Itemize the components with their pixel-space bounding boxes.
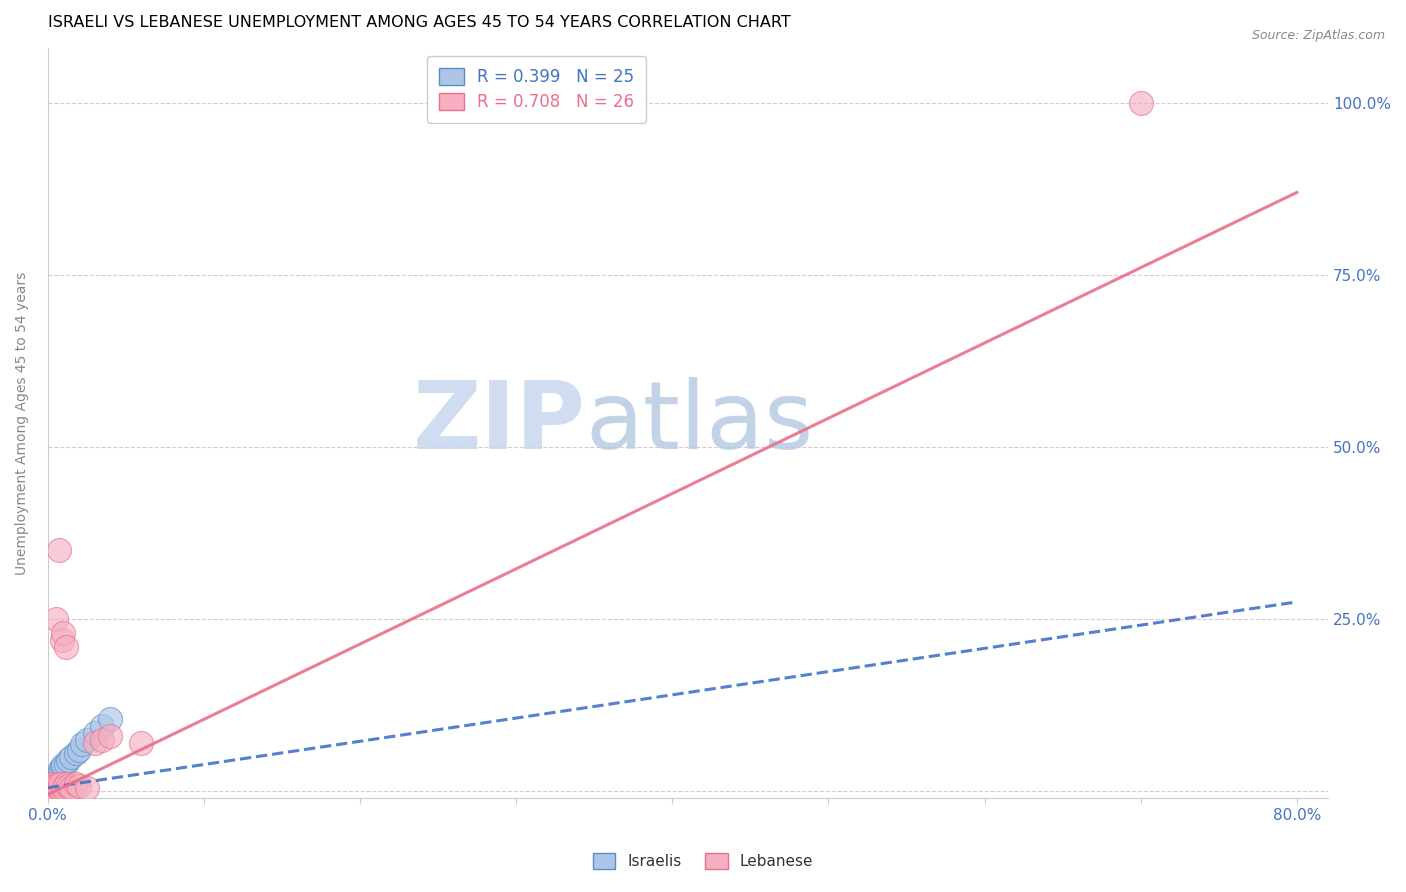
Point xyxy=(49,777,72,791)
Point xyxy=(49,762,72,776)
Point xyxy=(48,767,70,781)
Point xyxy=(65,777,87,791)
Point xyxy=(42,782,65,797)
Point xyxy=(70,738,93,752)
Point xyxy=(83,736,105,750)
Point xyxy=(51,632,73,647)
Point xyxy=(60,780,83,795)
Point xyxy=(56,779,79,793)
Point xyxy=(52,626,75,640)
Point xyxy=(76,780,98,795)
Point xyxy=(65,747,87,761)
Point xyxy=(83,725,105,739)
Text: ISRAELI VS LEBANESE UNEMPLOYMENT AMONG AGES 45 TO 54 YEARS CORRELATION CHART: ISRAELI VS LEBANESE UNEMPLOYMENT AMONG A… xyxy=(48,15,790,30)
Text: atlas: atlas xyxy=(585,377,814,469)
Text: ZIP: ZIP xyxy=(412,377,585,469)
Point xyxy=(51,760,73,774)
Point xyxy=(55,777,77,791)
Point xyxy=(41,782,63,797)
Legend: R = 0.399   N = 25, R = 0.708   N = 26: R = 0.399 N = 25, R = 0.708 N = 26 xyxy=(427,56,647,122)
Point xyxy=(67,743,90,757)
Point xyxy=(56,753,79,767)
Point xyxy=(91,732,114,747)
Point xyxy=(45,773,67,788)
Point xyxy=(39,780,62,795)
Point xyxy=(38,782,60,797)
Point xyxy=(91,719,114,733)
Point xyxy=(41,777,63,791)
Point xyxy=(41,777,63,791)
Point xyxy=(1129,95,1152,110)
Point xyxy=(55,640,77,654)
Point xyxy=(98,712,121,726)
Point xyxy=(45,776,67,790)
Legend: Israelis, Lebanese: Israelis, Lebanese xyxy=(586,847,820,875)
Point xyxy=(46,771,69,785)
Point xyxy=(39,780,62,795)
Point xyxy=(52,780,75,795)
Point xyxy=(45,612,67,626)
Point xyxy=(55,756,77,771)
Point xyxy=(60,749,83,764)
Point xyxy=(131,736,153,750)
Point xyxy=(42,779,65,793)
Point xyxy=(45,779,67,793)
Point xyxy=(67,779,90,793)
Point xyxy=(52,777,75,791)
Point xyxy=(46,772,69,786)
Point xyxy=(52,758,75,772)
Text: Source: ZipAtlas.com: Source: ZipAtlas.com xyxy=(1251,29,1385,42)
Point xyxy=(48,780,70,795)
Point xyxy=(48,769,70,783)
Point xyxy=(49,764,72,779)
Point xyxy=(76,732,98,747)
Point xyxy=(48,543,70,558)
Y-axis label: Unemployment Among Ages 45 to 54 years: Unemployment Among Ages 45 to 54 years xyxy=(15,271,30,574)
Point xyxy=(98,729,121,743)
Point xyxy=(46,777,69,791)
Point xyxy=(42,780,65,795)
